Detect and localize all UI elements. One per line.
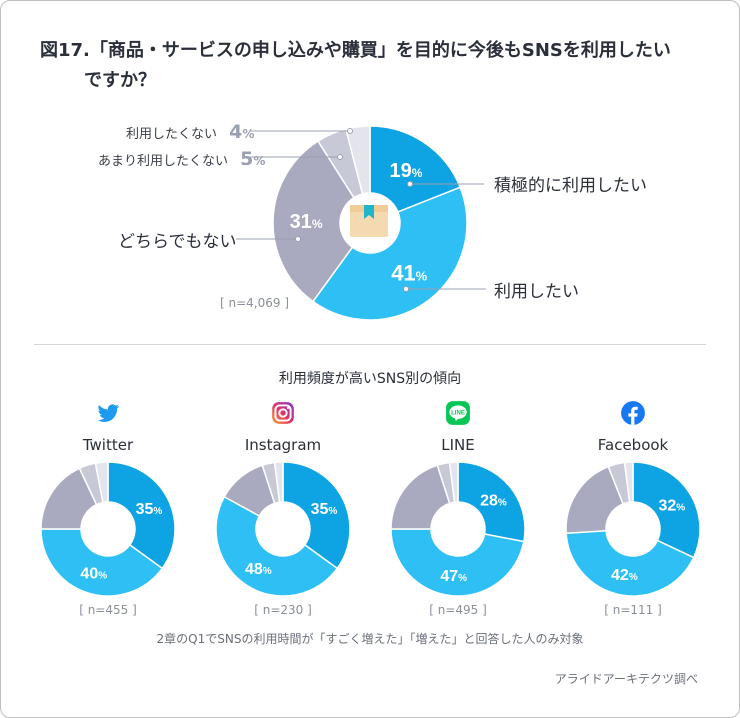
- leader-dot-unlikely: [337, 154, 343, 160]
- donut-facebook-slice-positive: [632, 461, 701, 559]
- source-credit: アライドアーキテクツ調べ: [554, 672, 698, 686]
- sns-name-twitter: Twitter: [82, 436, 134, 454]
- donut-line-value-positive: 28%: [480, 493, 507, 510]
- donut-instagram-slice-likely: [215, 495, 339, 597]
- footnote: 2章のQ1でSNSの利用時間が「すごく増えた」「増えた」と回答した人のみ対象: [156, 632, 584, 646]
- label-unlikely-text: あまり利用したくない: [98, 154, 229, 169]
- title-line-2: ですか？: [84, 70, 156, 91]
- donut-instagram-value-likely: 48%: [245, 561, 272, 578]
- title-line-1: 図17.「商品・サービスの申し込みや購買」を目的に今後もSNSを利用したい: [40, 40, 671, 61]
- label-neutral: どちらでもない: [118, 232, 237, 252]
- sns-section-title: 利用頻度が高いSNS別の傾向: [278, 371, 462, 387]
- main-value-positive: 19%: [390, 160, 423, 182]
- sns-name-instagram: Instagram: [244, 436, 322, 454]
- twitter-icon: [97, 404, 120, 422]
- donut-facebook: 32% 42%: [565, 461, 701, 597]
- donut-facebook-slice-likely: [565, 529, 695, 597]
- label-likely: 利用したい: [494, 282, 579, 302]
- sns-header-line: LINE LINE: [378, 400, 538, 454]
- sns-header-facebook: Facebook: [553, 400, 713, 454]
- main-value-neutral: 31%: [290, 211, 323, 233]
- chart-title: 図17.「商品・サービスの申し込みや購買」を目的に今後もSNSを利用したい です…: [40, 36, 700, 96]
- leader-dot-positive: [407, 181, 413, 187]
- donut-line-value-likely: 47%: [440, 568, 467, 585]
- donut-line-slice-positive: [457, 461, 526, 543]
- label-positive: 積極的に利用したい: [494, 176, 647, 196]
- donut-line-slice-likely: [390, 528, 525, 597]
- donut-line: 28% 47%: [390, 461, 526, 597]
- instagram-icon: [272, 402, 294, 424]
- sns-header-twitter: Twitter: [28, 400, 188, 454]
- leader-dot-negative: [347, 128, 353, 134]
- donut-instagram: 35% 48%: [215, 461, 351, 597]
- label-negative-text: 利用したくない: [126, 127, 218, 142]
- donut-twitter-value-likely: 40%: [80, 566, 107, 583]
- donut-instagram-slice-negative: [273, 461, 284, 504]
- label-negative: 利用したくない 4%: [126, 121, 254, 143]
- donut-line-slice-negative: [448, 461, 459, 504]
- main-leader-lines: [236, 128, 486, 292]
- donut-instagram-value-positive: 35%: [311, 501, 338, 518]
- donut-twitter-value-positive: 35%: [136, 501, 163, 518]
- donut-twitter-slice-negative: [94, 461, 109, 504]
- donut-facebook-slice-neutral: [565, 465, 625, 535]
- donut-line-slice-neutral: [390, 464, 451, 530]
- svg-text:LINE: LINE: [451, 411, 465, 417]
- donut-twitter: 35% 40%: [40, 461, 176, 597]
- box-icon: [350, 205, 388, 237]
- sample-size-facebook: [ n=111 ]: [604, 603, 662, 617]
- facebook-icon: [621, 401, 645, 425]
- value-unlikely: 5%: [240, 148, 266, 170]
- line-icon: LINE: [446, 401, 470, 425]
- sns-header-instagram: Instagram: [203, 400, 363, 454]
- leader-dot-likely: [403, 286, 409, 292]
- donut-facebook-value-positive: 32%: [658, 497, 685, 514]
- sns-name-line: LINE: [441, 436, 475, 454]
- main-slice-likely: [311, 186, 468, 321]
- sns-donuts: 35% 40% 35% 48% 28% 47% 32% 42%: [40, 461, 701, 597]
- main-sample-size: [ n=4,069 ]: [220, 296, 290, 310]
- sample-size-twitter: [ n=455 ]: [79, 603, 137, 617]
- sample-size-instagram: [ n=230 ]: [254, 603, 312, 617]
- donut-facebook-slice-negative: [623, 461, 634, 504]
- donut-instagram-slice-positive: [282, 461, 351, 570]
- sample-size-line: [ n=495 ]: [429, 603, 487, 617]
- donut-twitter-slice-positive: [107, 461, 176, 570]
- donut-facebook-value-likely: 42%: [611, 567, 638, 584]
- leader-dot-neutral: [295, 236, 301, 242]
- label-unlikely: あまり利用したくない 5%: [98, 148, 265, 170]
- section-divider: [34, 344, 706, 345]
- value-negative: 4%: [229, 121, 255, 143]
- sns-name-facebook: Facebook: [597, 436, 669, 454]
- donut-twitter-slice-likely: [40, 528, 164, 597]
